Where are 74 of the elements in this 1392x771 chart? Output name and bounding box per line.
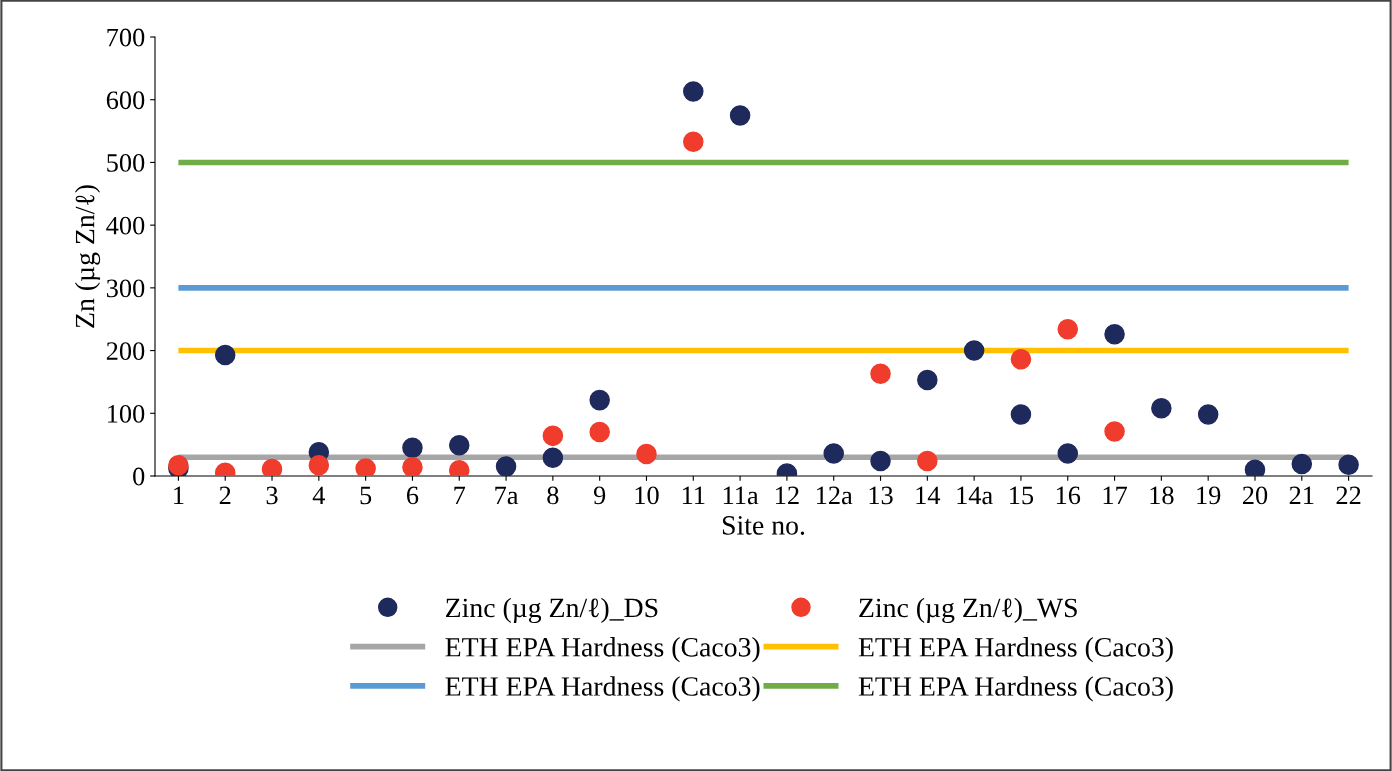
point [1104, 323, 1125, 345]
x-tick-label: 13 [869, 486, 893, 505]
x-tick-label: 12 [776, 486, 799, 505]
x-tick-label: 2 [219, 486, 231, 505]
x-tick-label: 7 [454, 486, 466, 505]
x-tick-label: 3 [266, 486, 278, 505]
point [542, 425, 564, 447]
point [1291, 453, 1313, 475]
legend-label: ETH EPA Hardness (Caco3) [445, 676, 760, 702]
point [495, 456, 517, 476]
x-axis-title: Site no. [722, 516, 805, 535]
x-tick-label: 17 [1103, 486, 1127, 505]
point [308, 455, 330, 476]
legend-label: ETH EPA Hardness (Caco3) [858, 637, 1173, 663]
legend-label: ETH EPA Hardness (Caco3) [445, 637, 760, 663]
point [1057, 318, 1079, 340]
point [1057, 443, 1079, 464]
y-tick-label: 400 [106, 216, 145, 235]
x-tick-label: 6 [406, 486, 419, 505]
point [589, 389, 610, 411]
x-tick-label: 12a [816, 486, 853, 505]
x-tick-label: 20 [1242, 486, 1268, 505]
y-tick-label: 600 [106, 91, 145, 110]
x-tick-label: 4 [312, 486, 326, 505]
x-tick-label: 15 [1010, 486, 1034, 505]
x-tick-label: 19 [1197, 486, 1221, 505]
point [261, 458, 283, 476]
point [542, 447, 564, 469]
x-tick-label: 8 [547, 486, 559, 505]
y-axis-title: Zn (µg Zn/ℓ) [74, 185, 101, 328]
x-tick-label: 21 [1289, 486, 1314, 505]
point [355, 458, 376, 476]
x-tick-label: 14a [957, 486, 993, 505]
point [636, 443, 657, 465]
point [448, 435, 470, 456]
legend-label: Zinc (µg Zn/ℓ)_DS [445, 597, 658, 624]
x-tick-label: 14 [916, 486, 941, 505]
point [402, 456, 423, 476]
y-tick-label: 0 [133, 467, 145, 486]
point [917, 369, 938, 391]
point [402, 437, 423, 459]
legend-label: Zinc (µg Zn/ℓ)_WS [859, 597, 1077, 624]
x-tick-label: 7a [495, 486, 519, 505]
point [1010, 349, 1032, 370]
point [1104, 421, 1125, 442]
y-tick-label: 300 [106, 279, 145, 298]
x-tick-label: 18 [1150, 486, 1174, 505]
point [1151, 398, 1172, 419]
x-tick-label: 16 [1056, 486, 1081, 505]
point [683, 81, 704, 102]
point [1197, 404, 1219, 425]
y-tick-label: 700 [107, 28, 145, 47]
y-tick-label: 500 [107, 154, 145, 172]
point [870, 363, 891, 385]
point [214, 344, 236, 366]
point [870, 450, 891, 472]
x-tick-label: 11a [723, 486, 759, 505]
x-tick-label: 5 [360, 486, 372, 505]
point [729, 105, 751, 126]
x-tick-label: 10 [635, 486, 659, 505]
x-tick-label: 9 [593, 486, 606, 505]
x-tick-label: 22 [1336, 486, 1361, 505]
point [823, 443, 844, 464]
x-tick-label: 11 [682, 486, 705, 505]
y-tick-label: 200 [106, 342, 145, 360]
point [917, 450, 938, 472]
x-tick-label: 1 [174, 486, 184, 505]
point [1338, 454, 1359, 475]
y-tick-label: 100 [108, 404, 145, 423]
legend-label: ETH EPA Hardness (Caco3) [858, 676, 1173, 702]
point [589, 421, 610, 443]
point [683, 131, 704, 153]
point [963, 340, 985, 361]
point [1010, 404, 1032, 425]
